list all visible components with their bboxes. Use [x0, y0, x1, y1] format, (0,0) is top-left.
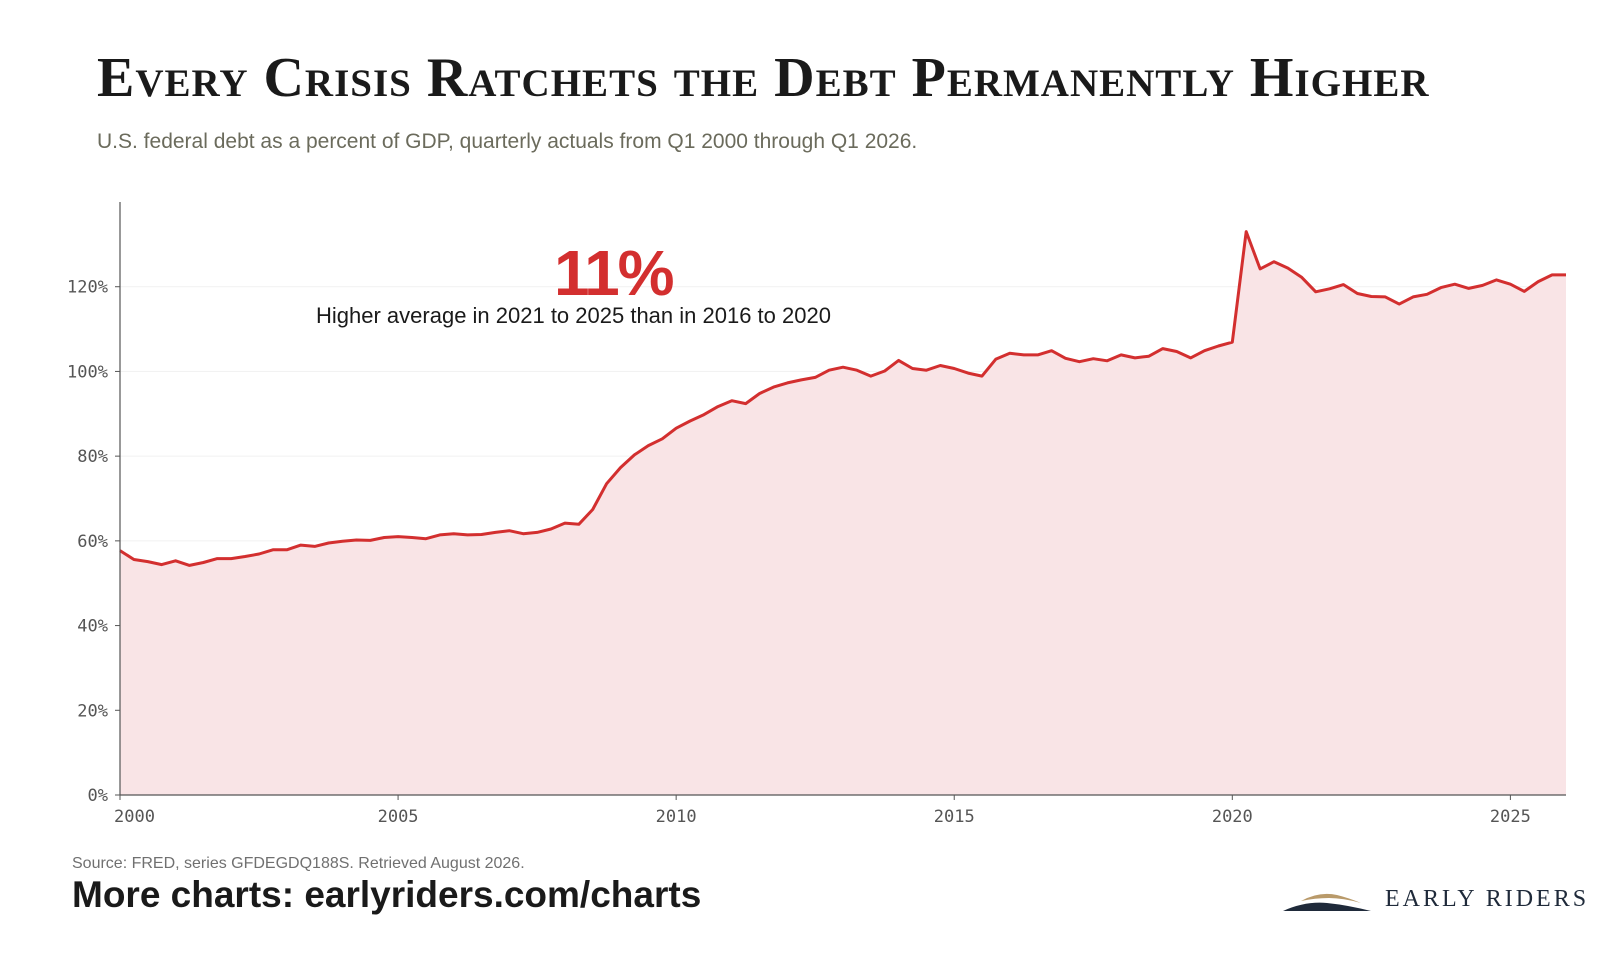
y-tick-label: 80%	[77, 447, 108, 467]
series-area	[120, 231, 1566, 796]
y-tick-label: 40%	[77, 617, 108, 637]
chart-title: Every Crisis Ratchets the Debt Permanent…	[97, 47, 1430, 109]
x-tick-label: 2015	[934, 807, 975, 827]
x-tick-label: 2010	[656, 807, 697, 827]
source-note: Source: FRED, series GFDEGDQ188S. Retrie…	[72, 855, 525, 872]
logo-text: EARLY RIDERS	[1385, 886, 1590, 912]
mountain-logo-icon	[1283, 893, 1371, 911]
y-tick-label: 0%	[88, 786, 108, 806]
series-line	[119, 230, 1566, 567]
x-tick-label: 2025	[1490, 807, 1531, 827]
y-tick-label: 60%	[77, 532, 108, 552]
annotation-text: Higher average in 2021 to 2025 than in 2…	[316, 303, 831, 328]
y-tick-label: 20%	[77, 701, 108, 721]
x-tick-label: 2020	[1212, 807, 1253, 827]
chart-subtitle: U.S. federal debt as a percent of GDP, q…	[97, 130, 918, 153]
annotation-value: 11%	[554, 237, 675, 309]
x-tick-label: 2005	[378, 807, 419, 827]
y-tick-label: 120%	[67, 278, 108, 298]
early-riders-logo: EARLY RIDERS	[1283, 886, 1589, 913]
x-tick-label: 2000	[114, 807, 155, 827]
y-tick-label: 100%	[67, 362, 108, 382]
more-charts-link[interactable]: More charts: earlyriders.com/charts	[72, 874, 702, 915]
